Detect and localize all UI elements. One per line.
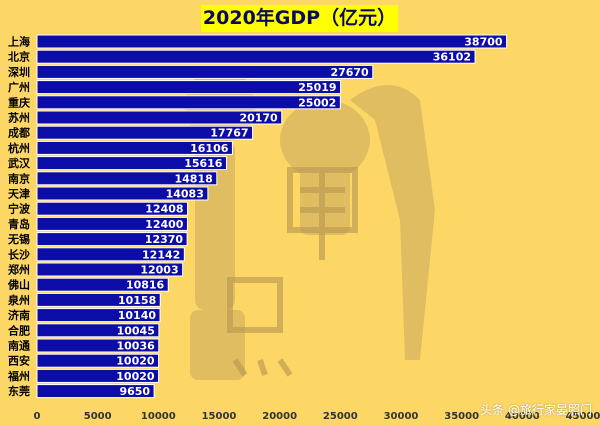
category-label: 福州 <box>7 369 30 383</box>
chart-title: 2020年GDP（亿元） <box>202 7 397 29</box>
category-label: 深圳 <box>8 65 30 79</box>
bar <box>36 247 185 262</box>
x-tick-label: 5000 <box>84 411 112 422</box>
category-label: 天津 <box>8 187 30 201</box>
bar <box>36 110 283 125</box>
x-tick-label: 0 <box>34 411 41 422</box>
category-label: 无锡 <box>7 232 30 246</box>
value-label: 10020 <box>116 355 155 368</box>
bar <box>36 171 218 186</box>
value-label: 17767 <box>210 127 248 140</box>
category-label: 郑州 <box>8 263 30 277</box>
bar <box>36 201 189 216</box>
bar <box>36 49 476 64</box>
value-label: 12400 <box>145 218 184 231</box>
bar <box>36 95 341 110</box>
x-tick-label: 20000 <box>262 411 297 422</box>
bar <box>36 292 161 307</box>
bar <box>36 323 160 338</box>
category-label: 南通 <box>8 339 30 353</box>
value-label: 36102 <box>433 51 471 64</box>
category-label: 西安 <box>8 354 30 368</box>
category-label: 长沙 <box>8 247 30 261</box>
value-label: 10816 <box>126 279 165 292</box>
x-tick-label: 25000 <box>323 411 358 422</box>
value-label: 27670 <box>330 66 369 79</box>
bar <box>36 353 160 368</box>
value-label: 14818 <box>175 172 213 185</box>
category-label: 苏州 <box>8 111 30 125</box>
category-label: 合肥 <box>8 323 30 337</box>
value-label: 12408 <box>145 203 183 216</box>
value-label: 20170 <box>239 112 278 125</box>
bar <box>36 262 184 277</box>
x-tick-label: 45000 <box>566 411 600 422</box>
bar <box>36 368 160 383</box>
bar <box>36 277 169 292</box>
value-label: 12003 <box>140 264 178 277</box>
category-label: 南京 <box>8 171 30 185</box>
category-label: 杭州 <box>8 141 30 155</box>
bar <box>36 216 188 231</box>
value-label: 10140 <box>118 309 157 322</box>
category-label: 武汉 <box>8 156 31 170</box>
bar <box>36 232 188 247</box>
bar <box>36 34 508 49</box>
watermark: 头条 @旅行家晏照门 <box>480 403 592 417</box>
value-label: 10036 <box>116 340 155 353</box>
category-label: 成都 <box>8 126 30 140</box>
category-label: 上海 <box>8 35 30 49</box>
value-label: 12142 <box>142 248 180 261</box>
bar <box>36 64 374 79</box>
category-label: 泉州 <box>7 293 30 307</box>
value-label: 38700 <box>464 36 503 49</box>
category-label: 宁波 <box>8 202 31 216</box>
title-background <box>201 5 398 32</box>
value-label: 9650 <box>119 385 150 398</box>
x-tick-label: 15000 <box>202 411 237 422</box>
value-label: 15616 <box>184 157 223 170</box>
bar <box>36 140 233 155</box>
category-label: 重庆 <box>8 95 30 109</box>
value-label: 25002 <box>298 96 336 109</box>
category-label: 东莞 <box>8 384 30 398</box>
value-label: 16106 <box>190 142 229 155</box>
value-label: 10020 <box>116 370 155 383</box>
category-label: 北京 <box>8 50 30 64</box>
category-label: 广州 <box>8 80 30 94</box>
value-label: 10045 <box>117 324 155 337</box>
bar <box>36 308 161 323</box>
bar <box>36 186 209 201</box>
category-label: 佛山 <box>7 278 30 292</box>
bar <box>36 338 160 353</box>
value-label: 10158 <box>118 294 156 307</box>
x-tick-label: 10000 <box>141 411 176 422</box>
bar <box>36 125 254 140</box>
bar <box>36 384 155 399</box>
value-label: 14083 <box>166 188 204 201</box>
bar <box>36 80 342 95</box>
category-label: 青岛 <box>8 217 30 231</box>
bar <box>36 156 227 171</box>
x-tick-label: 35000 <box>444 411 479 422</box>
x-tick-label: 30000 <box>384 411 419 422</box>
x-tick-label: 40000 <box>505 411 540 422</box>
value-label: 12370 <box>145 233 184 246</box>
category-label: 济南 <box>8 308 30 322</box>
value-label: 25019 <box>298 81 336 94</box>
